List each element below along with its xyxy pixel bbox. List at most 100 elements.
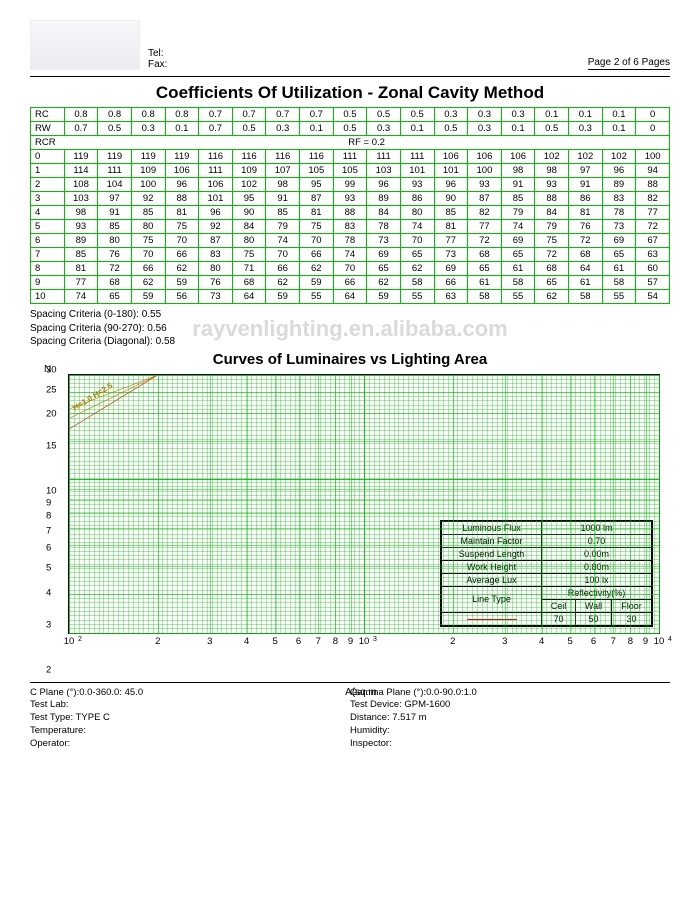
cou-cell: 88 [535,192,569,206]
cou-cell: 85 [501,192,535,206]
cou-cell: 69 [434,262,468,276]
cou-cell: 0.1 [300,122,334,136]
x-tick-label: 3 [502,636,507,647]
cou-cell: 81 [569,206,603,220]
cou-cell: 65 [535,276,569,290]
cou-cell: 59 [131,290,165,304]
cou-cell: 69 [367,248,401,262]
cou-cell: 0.7 [266,108,300,122]
cou-cell: 0.1 [165,122,199,136]
footer-item: Temperature: [30,725,350,738]
x-tick-label: 3 [207,636,212,647]
cou-cell: 63 [434,290,468,304]
y-tick-label: 8 [46,510,51,521]
cou-cell: 105 [333,164,367,178]
cou-cell: 65 [400,248,434,262]
cou-cell: 58 [602,276,636,290]
cou-cell: 0.3 [266,122,300,136]
x-tick-label: 5 [273,636,278,647]
cou-cell: 65 [501,248,535,262]
cou-cell: 78 [333,234,367,248]
cou-cell: 96 [199,206,233,220]
cou-cell: 74 [400,220,434,234]
cou-cell: 0.1 [602,122,636,136]
cou-cell: 109 [131,164,165,178]
cou-cell: 81 [165,206,199,220]
cou-row-label: 3 [31,192,65,206]
cou-cell: 119 [64,150,98,164]
cou-cell: 102 [602,150,636,164]
spacing-line-1: Spacing Criteria (0-180): 0.55 [30,308,670,322]
cou-cell: 81 [64,262,98,276]
cou-cell: 107 [266,164,300,178]
cou-cell: 87 [199,234,233,248]
cou-cell: 0 [636,122,670,136]
cou-cell: 65 [98,290,132,304]
cou-cell: 102 [535,150,569,164]
cou-cell: 90 [434,192,468,206]
cou-cell: 87 [468,192,502,206]
y-tick-label: 6 [46,542,51,553]
cou-cell: 103 [64,192,98,206]
chart-title: Curves of Luminaires vs Lighting Area [30,351,670,368]
cou-cell: 69 [501,234,535,248]
cou-cell: 86 [400,192,434,206]
cou-cell: 98 [501,164,535,178]
cou-cell: 70 [266,248,300,262]
chart-plot-area: H=1.0 H=2.5 Luminous Flux1000 lmMaintain… [68,374,660,634]
x-tick-label: 9 [643,636,648,647]
cou-cell: 0.3 [468,108,502,122]
cou-cell: 74 [333,248,367,262]
cou-cell: 92 [131,192,165,206]
cou-cell: 0.5 [333,122,367,136]
cou-cell: 95 [232,192,266,206]
cou-cell: 75 [131,234,165,248]
footer-item: Humidity: [350,725,670,738]
cou-cell: 68 [569,248,603,262]
footer-item: Distance: 7.517 m [350,712,670,725]
cou-cell: 109 [232,164,266,178]
cou-cell: 84 [367,206,401,220]
cou-cell: 59 [266,290,300,304]
x-tick-label: 4 [244,636,249,647]
cou-cell: 72 [569,234,603,248]
cou-cell: 62 [367,276,401,290]
spacing-line-3: Spacing Criteria (Diagonal): 0.58 [30,335,670,349]
cou-cell: 76 [199,276,233,290]
x-tick-label: 10 [359,636,370,647]
footer-item: Test Type: TYPE C [30,712,350,725]
cou-row-label: RW [31,122,65,136]
cou-cell: 0 [636,108,670,122]
cou-cell: 101 [400,164,434,178]
cou-cell: 72 [636,220,670,234]
cou-cell: 0.7 [199,108,233,122]
cou-cell: 0.1 [602,108,636,122]
cou-cell: 85 [131,206,165,220]
cou-cell: 66 [131,262,165,276]
cou-cell: 87 [300,192,334,206]
y-tick-label: 3 [46,619,51,630]
cou-cell: 88 [165,192,199,206]
cou-cell: 101 [199,192,233,206]
cou-cell: 64 [232,290,266,304]
x-tick-exp: 2 [78,636,82,643]
x-tick-label: 6 [296,636,301,647]
cou-cell: 0.3 [501,108,535,122]
cou-cell: 62 [400,262,434,276]
cou-cell: 59 [367,290,401,304]
cou-cell: 82 [636,192,670,206]
cou-cell: 96 [367,178,401,192]
cou-cell: 111 [333,150,367,164]
cou-cell: 116 [300,150,334,164]
cou-cell: 80 [400,206,434,220]
cou-cell: 68 [98,276,132,290]
footer-item: Operator: [30,738,350,751]
cou-cell: 0.8 [165,108,199,122]
page-number: Page 2 of 6 Pages [588,57,670,70]
cou-cell: 94 [636,164,670,178]
cou-cell: 75 [232,248,266,262]
cou-cell: 97 [569,164,603,178]
x-tick-label: 8 [333,636,338,647]
cou-table-wrap: RC0.80.80.80.80.70.70.70.70.50.50.50.30.… [30,107,670,304]
cou-cell: 0.5 [367,108,401,122]
